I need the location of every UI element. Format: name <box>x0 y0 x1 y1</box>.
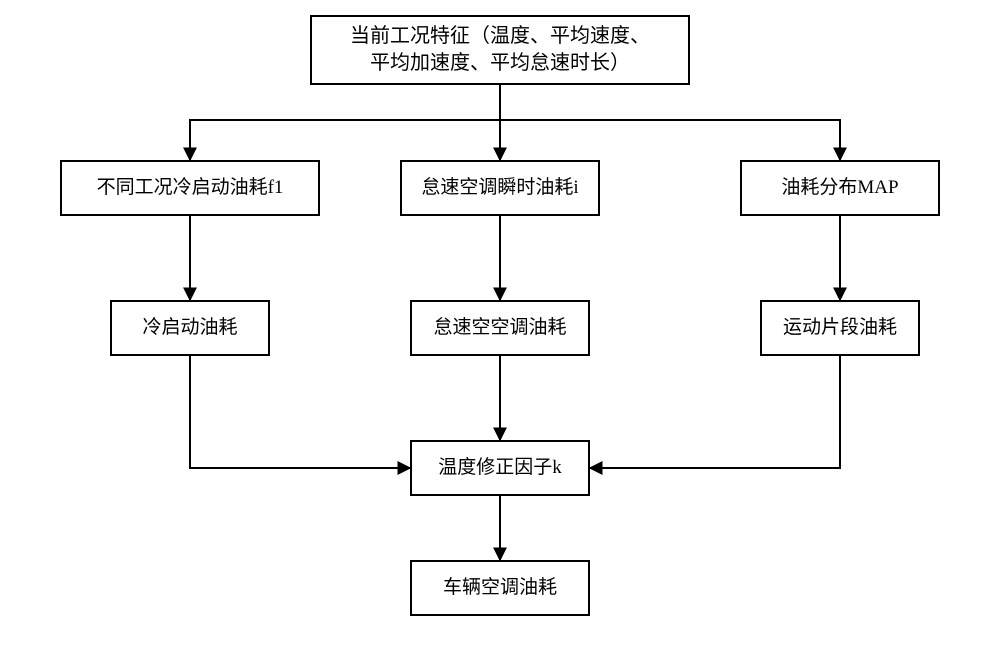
node-title: 当前工况特征（温度、平均速度、平均加速度、平均怠速时长） <box>310 15 690 85</box>
label: 运动片段油耗 <box>783 315 897 341</box>
label: 车辆空调油耗 <box>443 575 557 601</box>
edge <box>190 356 410 468</box>
node-motion-cons: 运动片段油耗 <box>760 300 920 356</box>
label: 怠速空调瞬时油耗i <box>421 175 578 201</box>
label: 不同工况冷启动油耗f1 <box>97 175 284 201</box>
node-title-label: 当前工况特征（温度、平均速度、平均加速度、平均怠速时长） <box>350 23 650 77</box>
node-vehicle-ac-cons: 车辆空调油耗 <box>410 560 590 616</box>
label: 油耗分布MAP <box>781 175 898 201</box>
node-cold-start-f1: 不同工况冷启动油耗f1 <box>60 160 320 216</box>
node-idle-ac-i: 怠速空调瞬时油耗i <box>400 160 600 216</box>
label: 怠速空空调油耗 <box>433 315 566 341</box>
node-idle-ac-cons: 怠速空空调油耗 <box>410 300 590 356</box>
node-cold-start-cons: 冷启动油耗 <box>110 300 270 356</box>
label: 温度修正因子k <box>438 455 562 481</box>
edge <box>590 356 840 468</box>
label: 冷启动油耗 <box>142 315 237 341</box>
node-temp-factor-k: 温度修正因子k <box>410 440 590 496</box>
edge <box>500 85 840 160</box>
node-fuel-map: 油耗分布MAP <box>740 160 940 216</box>
edge <box>190 85 500 160</box>
